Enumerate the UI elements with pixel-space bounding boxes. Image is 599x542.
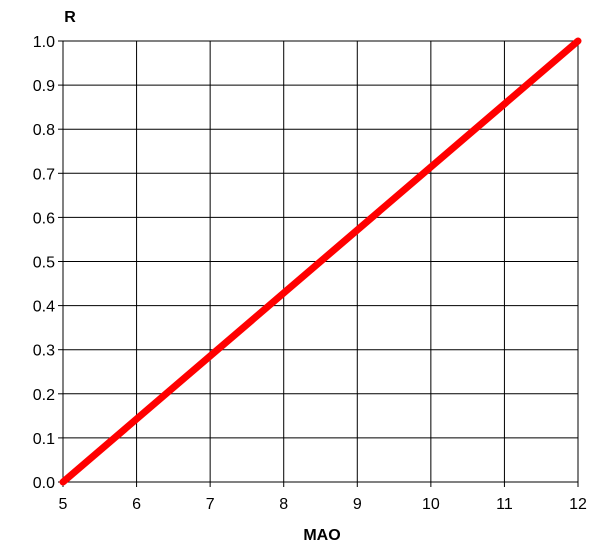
- y-tick-label: 1.0: [33, 34, 55, 51]
- x-tick-label: 9: [353, 496, 362, 513]
- x-tick-label: 10: [422, 496, 440, 513]
- series-group: [59, 37, 582, 486]
- y-tick-label: 0.6: [33, 210, 55, 227]
- y-tick-label: 0.7: [33, 166, 55, 183]
- x-axis-title: MAO: [303, 527, 340, 542]
- x-tick-labels: 5 6 7 8 9 10 11 12: [59, 496, 587, 513]
- y-tick-label: 0.2: [33, 387, 55, 404]
- y-tick-label: 0.1: [33, 431, 55, 448]
- x-tick-label: 12: [569, 496, 587, 513]
- y-tick-label: 0.0: [33, 475, 55, 492]
- x-tick-label: 8: [279, 496, 288, 513]
- series-line: [59, 37, 582, 486]
- y-tick-label: 0.5: [33, 255, 55, 272]
- x-tick-label: 5: [59, 496, 68, 513]
- y-tick-labels: 0.0 0.1 0.2 0.3 0.4 0.5 0.6 0.7 0.8 0.9 1.0: [33, 34, 55, 492]
- y-tick-label: 0.8: [33, 122, 55, 139]
- x-tick-label: 6: [132, 496, 141, 513]
- y-tick-label: 0.3: [33, 343, 55, 360]
- grid: [58, 40, 579, 487]
- x-tick-label: 7: [206, 496, 215, 513]
- y-tick-label: 0.9: [33, 78, 55, 95]
- x-tick-label: 11: [496, 496, 513, 513]
- y-axis-title: R: [64, 9, 76, 26]
- y-tick-label: 0.4: [33, 299, 55, 316]
